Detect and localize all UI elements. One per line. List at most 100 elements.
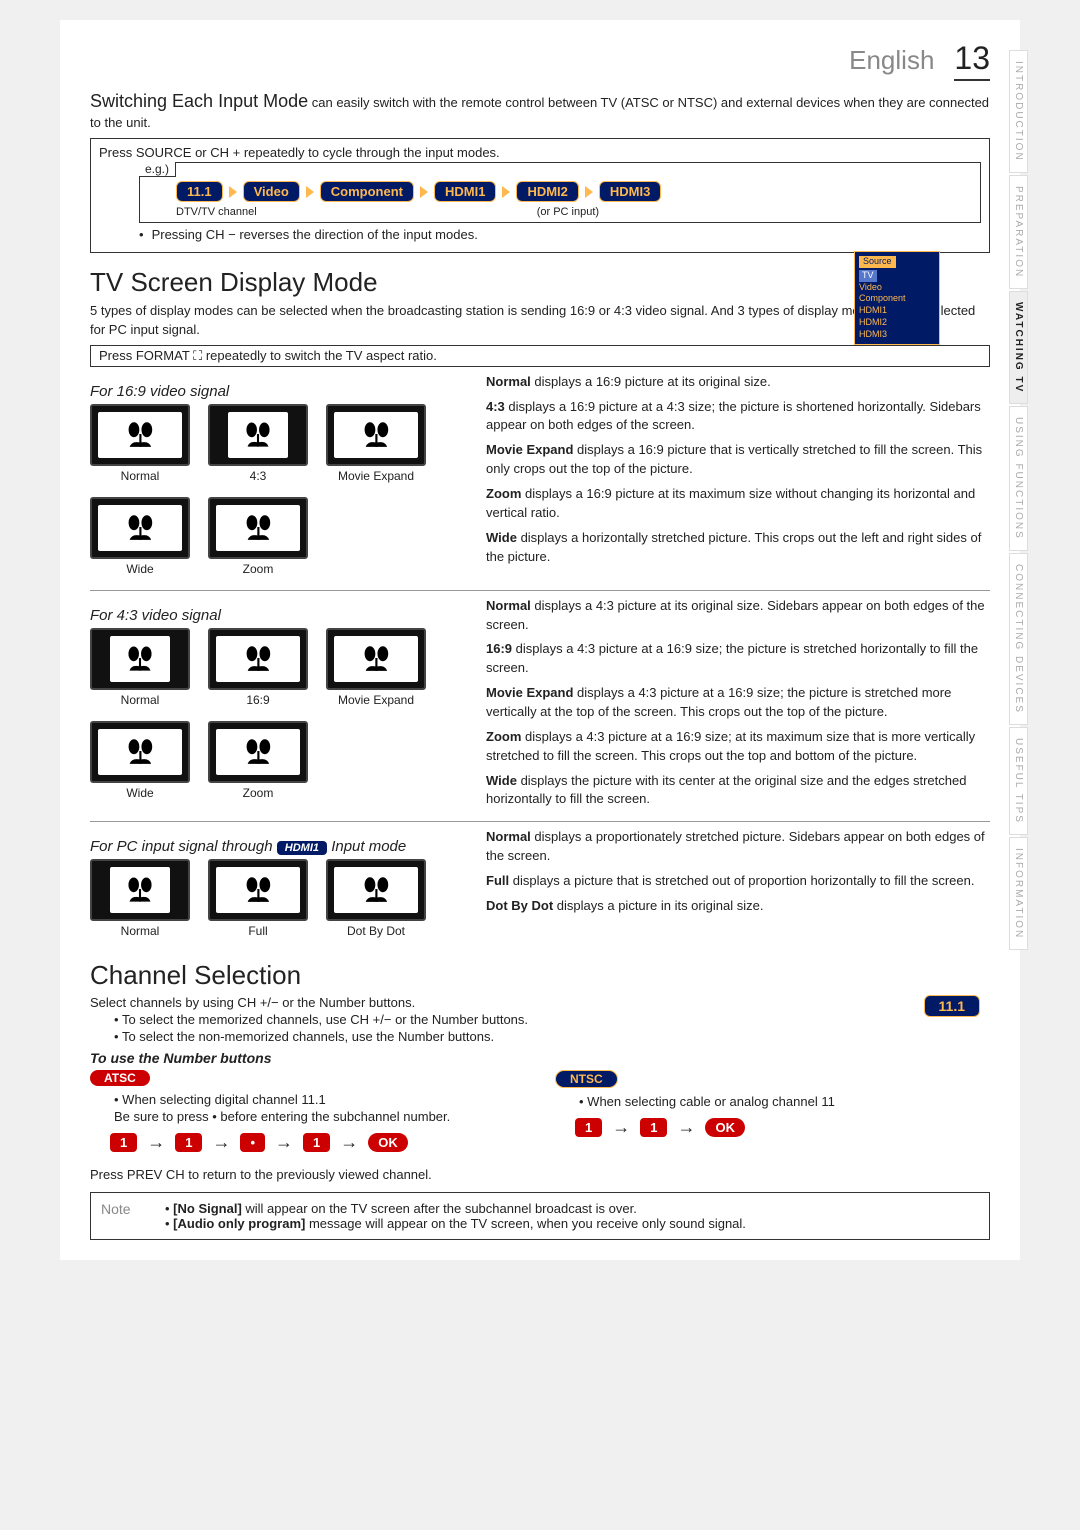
side-tab[interactable]: CONNECTING DEVICES [1009, 553, 1028, 725]
channel-intro: Select channels by using CH +/− or the N… [90, 995, 990, 1010]
thumbs-169: Normal4:3Movie ExpandWideZoom [90, 404, 470, 576]
remote-key: OK [705, 1118, 745, 1137]
display-mode-thumb: Zoom [208, 721, 308, 800]
input-chip: HDMI3 [599, 181, 661, 202]
number-buttons-heading: To use the Number buttons [90, 1050, 990, 1066]
chevron-right-icon [229, 186, 237, 198]
note-items: • [No Signal] will appear on the TV scre… [165, 1201, 746, 1231]
display-mode-thumb: 4:3 [208, 404, 308, 483]
mode-description: Zoom displays a 16:9 picture at its maxi… [486, 485, 990, 523]
heading-169: For 16:9 video signal [90, 383, 470, 400]
mode-description: 16:9 displays a 4:3 picture at a 16:9 si… [486, 640, 990, 678]
hdmi1-chip: HDMI1 [277, 841, 327, 855]
manual-page: INTRODUCTIONPREPARATIONWATCHING TVUSING … [60, 20, 1020, 1260]
display-mode-thumb: Normal [90, 859, 190, 938]
page-number: 13 [954, 40, 990, 81]
display-mode-thumb: Zoom [208, 497, 308, 576]
section-169: For 16:9 video signal Normal4:3Movie Exp… [90, 373, 990, 584]
remote-key: 1 [303, 1133, 330, 1152]
side-tab[interactable]: INFORMATION [1009, 837, 1028, 950]
mode-description: Normal displays a 16:9 picture at its or… [486, 373, 990, 392]
arrow-right-icon: → [147, 1132, 165, 1153]
desc-169: Normal displays a 16:9 picture at its or… [486, 373, 990, 584]
side-tab[interactable]: USEFUL TIPS [1009, 727, 1028, 835]
mode-description: Full displays a picture that is stretche… [486, 872, 990, 891]
mode-description: Dot By Dot displays a picture in its ori… [486, 897, 990, 916]
switching-intro: Switching Each Input Mode can easily swi… [90, 89, 990, 132]
dtv-label: DTV/TV channel [176, 206, 257, 218]
remote-key: 1 [110, 1133, 137, 1152]
heading-pc: For PC input signal through HDMI1 Input … [90, 838, 470, 855]
display-mode-thumb: Movie Expand [326, 628, 426, 707]
press-format-box: Press FORMAT ⛶ repeatedly to switch the … [90, 345, 990, 367]
display-mode-thumb: Dot By Dot [326, 859, 426, 938]
channel-bullet: To select the non-memorized channels, us… [114, 1029, 990, 1044]
desc-pc: Normal displays a proportionately stretc… [486, 828, 990, 946]
channel-title: Channel Selection [90, 960, 990, 991]
eg-label: e.g.) [139, 162, 176, 177]
input-chip: 11.1 [176, 181, 223, 202]
channel-bullet: To select the memorized channels, use CH… [114, 1012, 990, 1027]
input-chip: Video [243, 181, 300, 202]
seq-atsc: 1→1→•→1→OK [110, 1132, 525, 1153]
ntsc-badge: NTSC [555, 1070, 618, 1088]
display-mode-thumb: Normal [90, 404, 190, 483]
mode-description: Movie Expand displays a 4:3 picture at a… [486, 684, 990, 722]
source-menu: SourceTVVideoComponentHDMI1HDMI2HDMI3 [854, 251, 940, 345]
heading-43: For 4:3 video signal [90, 607, 470, 624]
atsc-badge: ATSC [90, 1070, 150, 1086]
reverse-note: •Pressing CH − reverses the direction of… [139, 227, 981, 242]
display-mode-thumb: Normal [90, 628, 190, 707]
side-tabs: INTRODUCTION PREPARATION WATCHING TV USING … [1009, 50, 1028, 950]
eg-box: e.g.) 11.1VideoComponentHDMI1HDMI2HDMI3 … [139, 162, 981, 223]
mode-description: 4:3 displays a 16:9 picture at a 4:3 siz… [486, 398, 990, 436]
chevron-right-icon [585, 186, 593, 198]
mode-description: Wide displays a horizontally stretched p… [486, 529, 990, 567]
remote-key: 1 [575, 1118, 602, 1137]
side-tab[interactable]: WATCHING TV [1009, 291, 1028, 404]
mode-description: Wide displays the picture with its cente… [486, 772, 990, 810]
remote-key: 1 [640, 1118, 667, 1137]
ntsc-line: When selecting cable or analog channel 1… [579, 1094, 990, 1109]
side-tab[interactable]: USING FUNCTIONS [1009, 406, 1028, 551]
note-label: Note [101, 1201, 151, 1231]
display-mode-thumb: Wide [90, 721, 190, 800]
remote-key: • [240, 1133, 265, 1152]
prev-ch-text: Press PREV CH to return to the previousl… [90, 1167, 990, 1182]
chevron-right-icon [306, 186, 314, 198]
display-mode-thumb: Full [208, 859, 308, 938]
mode-description: Zoom displays a 4:3 picture at a 16:9 si… [486, 728, 990, 766]
display-mode-thumb: Movie Expand [326, 404, 426, 483]
press-source-text: Press SOURCE or CH + repeatedly to cycle… [99, 145, 981, 160]
arrow-right-icon: → [275, 1132, 293, 1153]
display-mode-thumb: 16:9 [208, 628, 308, 707]
note-item: • [No Signal] will appear on the TV scre… [165, 1201, 746, 1216]
note-box: Note • [No Signal] will appear on the TV… [90, 1192, 990, 1240]
side-tab[interactable]: INTRODUCTION [1009, 50, 1028, 173]
mode-description: Normal displays a 4:3 picture at its ori… [486, 597, 990, 635]
atsc-line2: Be sure to press • before entering the s… [114, 1109, 525, 1124]
channel-bullets: To select the memorized channels, use CH… [90, 1012, 990, 1044]
arrow-right-icon: → [677, 1117, 695, 1138]
remote-key: OK [368, 1133, 408, 1152]
channel-chip: 11.1 [924, 995, 980, 1017]
remote-key: 1 [175, 1133, 202, 1152]
language-label: English [849, 45, 934, 76]
mode-description: Normal displays a proportionately stretc… [486, 828, 990, 866]
input-chip: Component [320, 181, 414, 202]
input-chip: HDMI2 [516, 181, 578, 202]
input-chip-row: 11.1VideoComponentHDMI1HDMI2HDMI3 [176, 181, 974, 202]
side-tab[interactable]: PREPARATION [1009, 175, 1028, 289]
switching-title: Switching Each Input Mode [90, 91, 308, 111]
note-item: • [Audio only program] message will appe… [165, 1216, 746, 1231]
section-43: For 4:3 video signal Normal16:9Movie Exp… [90, 597, 990, 815]
thumbs-pc: NormalFullDot By Dot [90, 859, 470, 938]
desc-43: Normal displays a 4:3 picture at its ori… [486, 597, 990, 815]
thumbs-43: Normal16:9Movie Expand WideZoom [90, 628, 470, 800]
section-pc: For PC input signal through HDMI1 Input … [90, 828, 990, 946]
channel-two-col: ATSC When selecting digital channel 11.1… [90, 1070, 990, 1161]
seq-ntsc: 1→1→OK [575, 1117, 990, 1138]
pc-input-label: (or PC input) [537, 206, 599, 218]
atsc-line1: When selecting digital channel 11.1 [114, 1092, 525, 1107]
page-header: English 13 [90, 40, 990, 81]
